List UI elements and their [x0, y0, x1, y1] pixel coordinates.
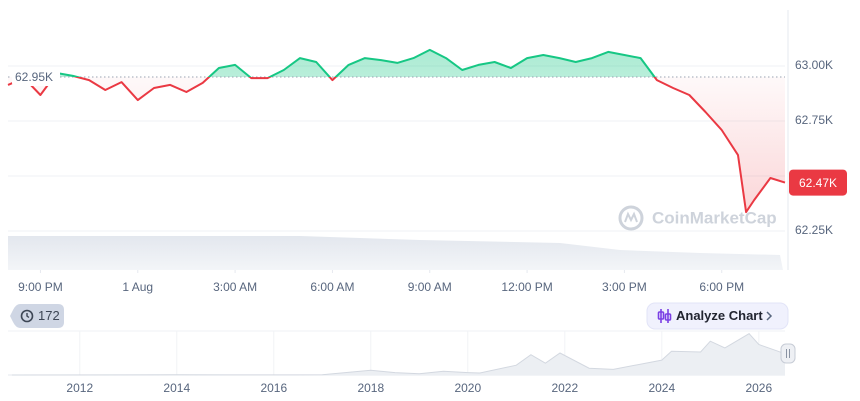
y-tick-label: 62.25K	[795, 223, 833, 237]
watermark-text: CoinMarketCap	[652, 208, 777, 227]
navigator-tick-label: 2016	[260, 381, 287, 395]
navigator-tick-label: 2012	[66, 381, 93, 395]
navigator-line	[11, 333, 786, 376]
y-tick-label: 62.75K	[795, 113, 833, 127]
analyze-button-bg[interactable]	[646, 302, 789, 330]
x-tick-label: 12:00 PM	[501, 280, 552, 294]
navigator-tick-label: 2026	[745, 381, 772, 395]
navigator-tick-label: 2024	[648, 381, 675, 395]
navigator-tick-label: 2014	[163, 381, 190, 395]
plot-layer: 62.95K 62.47K	[7, 48, 847, 214]
analyze-chart-button[interactable]: Analyze Chart	[646, 302, 789, 330]
watermark: CoinMarketCap	[618, 205, 777, 231]
history-count: 172	[38, 308, 60, 323]
x-tick-label: 3:00 AM	[213, 280, 257, 294]
analyze-icon	[657, 309, 672, 323]
navigator-handle[interactable]	[780, 343, 796, 364]
watermark-logo	[618, 205, 644, 231]
navigator-tick-label: 2020	[454, 381, 481, 395]
history-icon-hands	[26, 313, 30, 319]
x-tick-label: 6:00 PM	[699, 280, 744, 294]
baseline-label: 62.95K	[15, 70, 53, 84]
navigator: 2012 2014 2016 2018 2020 2022 2024 2026	[11, 331, 786, 395]
price-line	[7, 48, 786, 214]
navigator-tick-label: 2018	[357, 381, 384, 395]
x-tick-label: 6:00 AM	[310, 280, 354, 294]
history-pill[interactable]	[10, 304, 64, 328]
navigator-handle-box[interactable]	[780, 343, 796, 364]
area-fill	[8, 49, 785, 213]
y-tick-label: 63.00K	[795, 58, 833, 72]
x-tick-label: 3:00 PM	[602, 280, 647, 294]
history-button[interactable]: 172	[10, 304, 64, 328]
x-tick-label: 9:00 PM	[18, 280, 63, 294]
watermark-logo-mark	[624, 211, 638, 223]
chevron-icon	[766, 311, 773, 321]
baseline-label-bg	[12, 68, 60, 86]
last-price-label: 62.47K	[799, 176, 837, 190]
navigator-area	[11, 333, 786, 375]
analyze-button-label: Analyze Chart	[676, 308, 763, 323]
x-tick-label: 1 Aug	[122, 280, 153, 294]
last-price-badge	[789, 169, 847, 196]
history-icon	[20, 309, 34, 323]
navigator-tick-label: 2022	[551, 381, 578, 395]
x-tick-label: 9:00 AM	[408, 280, 452, 294]
volume-area	[8, 236, 783, 270]
